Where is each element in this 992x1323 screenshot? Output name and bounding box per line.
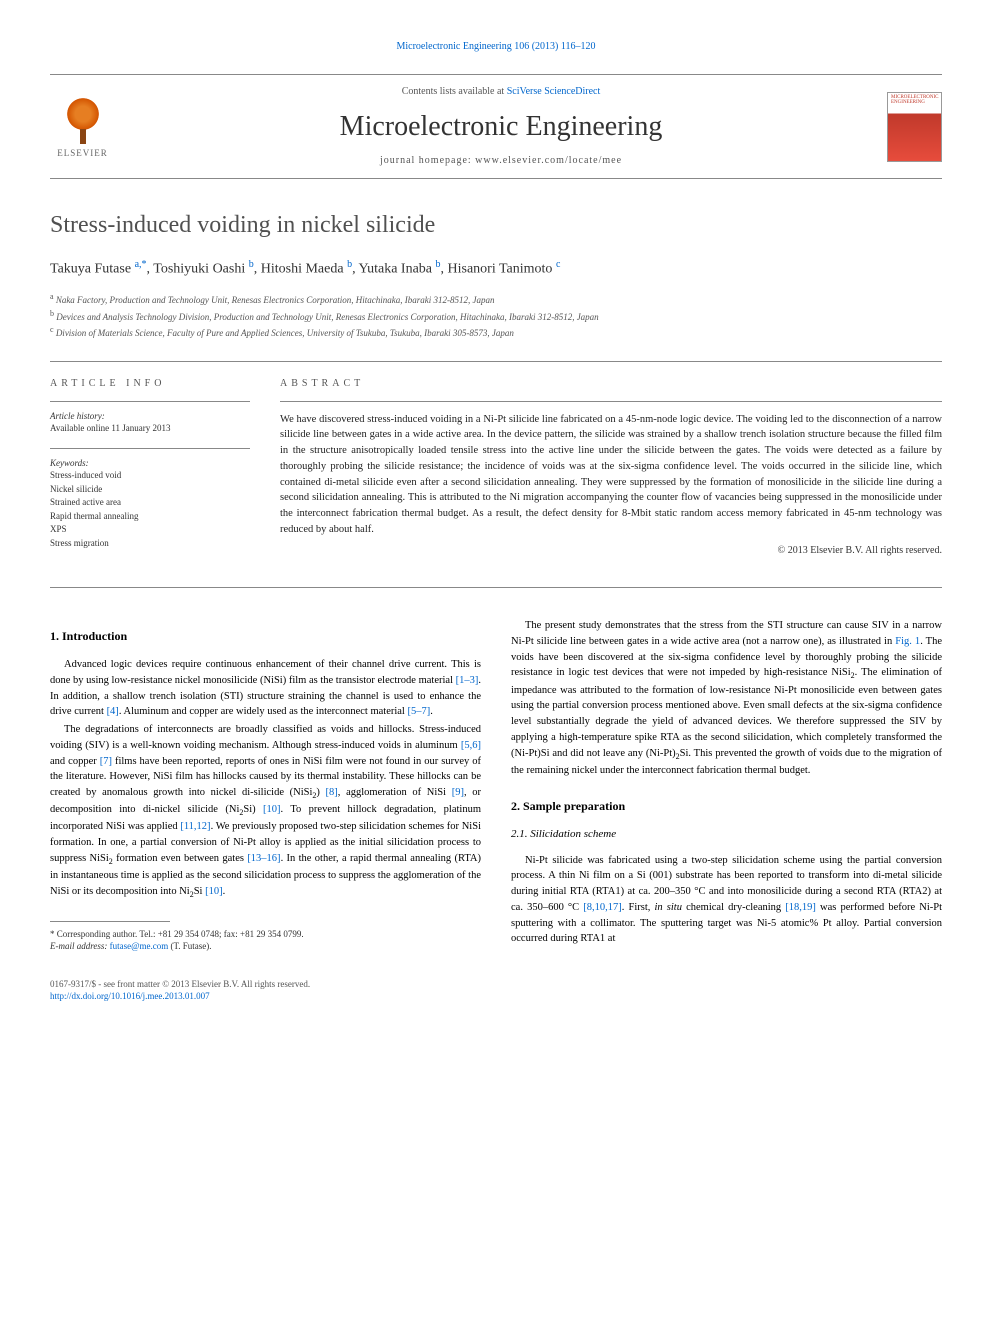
article-title: Stress-induced voiding in nickel silicid… [50,209,942,243]
corr-email-line: E-mail address: futase@me.com (T. Futase… [50,940,481,953]
doi-link[interactable]: http://dx.doi.org/10.1016/j.mee.2013.01.… [50,990,481,1003]
section-1-heading: 1. Introduction [50,628,481,645]
header-center: Contents lists available at SciVerse Sci… [115,85,887,168]
silicidation-paragraph-1: Ni-Pt silicide was fabricated using a tw… [511,853,942,948]
email-label: E-mail address: [50,941,110,951]
author-list: Takuya Futase a,*, Toshiyuki Oashi b, Hi… [50,258,942,279]
article-info-column: ARTICLE INFO Article history: Available … [50,377,250,563]
page-footer: 0167-9317/$ - see front matter © 2013 El… [50,978,481,1003]
footnote-divider [50,921,170,922]
corresponding-author-footnote: * Corresponding author. Tel.: +81 29 354… [50,928,481,953]
contents-prefix: Contents lists available at [402,86,507,97]
keyword-item: Stress migration [50,537,250,551]
abstract-column: ABSTRACT We have discovered stress-induc… [280,377,942,563]
journal-homepage: journal homepage: www.elsevier.com/locat… [115,154,887,168]
affiliation-line: c Division of Materials Science, Faculty… [50,324,942,341]
keywords-label: Keywords: [50,457,250,470]
intro-paragraph-2: The degradations of interconnects are br… [50,722,481,901]
affiliation-line: a Naka Factory, Production and Technolog… [50,291,942,308]
journal-title: Microelectronic Engineering [115,107,887,146]
keyword-item: Stress-induced void [50,469,250,483]
keywords-block: Keywords: Stress-induced voidNickel sili… [50,448,250,551]
homepage-prefix: journal homepage: [380,155,475,166]
history-text: Available online 11 January 2013 [50,422,250,436]
elsevier-logo: ELSEVIER [50,89,115,164]
email-suffix: (T. Futase). [168,941,211,951]
article-info-heading: ARTICLE INFO [50,377,250,391]
abstract-divider [280,401,942,402]
issn-line: 0167-9317/$ - see front matter © 2013 El… [50,978,481,991]
corr-author-line: * Corresponding author. Tel.: +81 29 354… [50,928,481,941]
intro-paragraph-1: Advanced logic devices require continuou… [50,657,481,720]
abstract-text: We have discovered stress-induced voidin… [280,412,942,538]
info-abstract-row: ARTICLE INFO Article history: Available … [50,377,942,563]
affiliation-line: b Devices and Analysis Technology Divisi… [50,308,942,325]
history-label: Article history: [50,410,250,423]
elsevier-label: ELSEVIER [57,147,108,160]
keyword-item: Rapid thermal annealing [50,510,250,524]
article-history-block: Article history: Available online 11 Jan… [50,401,250,436]
section-2-1-heading: 2.1. Silicidation scheme [511,827,942,842]
keyword-item: XPS [50,523,250,537]
affiliations: a Naka Factory, Production and Technolog… [50,291,942,341]
abstract-copyright: © 2013 Elsevier B.V. All rights reserved… [280,544,942,558]
keyword-item: Nickel silicide [50,483,250,497]
journal-cover-thumbnail: MICROELECTRONIC ENGINEERING [887,92,942,162]
keyword-item: Strained active area [50,496,250,510]
abstract-heading: ABSTRACT [280,377,942,391]
email-link[interactable]: futase@me.com [110,941,169,951]
journal-header: ELSEVIER Contents lists available at Sci… [50,74,942,179]
elsevier-tree-icon [58,94,108,144]
right-column: The present study demonstrates that the … [511,618,942,1003]
divider [50,361,942,362]
left-column: 1. Introduction Advanced logic devices r… [50,618,481,1003]
section-2-heading: 2. Sample preparation [511,798,942,815]
intro-paragraph-3: The present study demonstrates that the … [511,618,942,778]
keywords-list: Stress-induced voidNickel silicideStrain… [50,469,250,550]
homepage-url[interactable]: www.elsevier.com/locate/mee [475,155,622,166]
sciencedirect-link[interactable]: SciVerse ScienceDirect [507,86,601,97]
journal-reference: Microelectronic Engineering 106 (2013) 1… [50,40,942,54]
cover-title: MICROELECTRONIC ENGINEERING [891,95,941,105]
contents-available: Contents lists available at SciVerse Sci… [115,85,887,99]
divider [50,587,942,588]
body-two-column: 1. Introduction Advanced logic devices r… [50,618,942,1003]
